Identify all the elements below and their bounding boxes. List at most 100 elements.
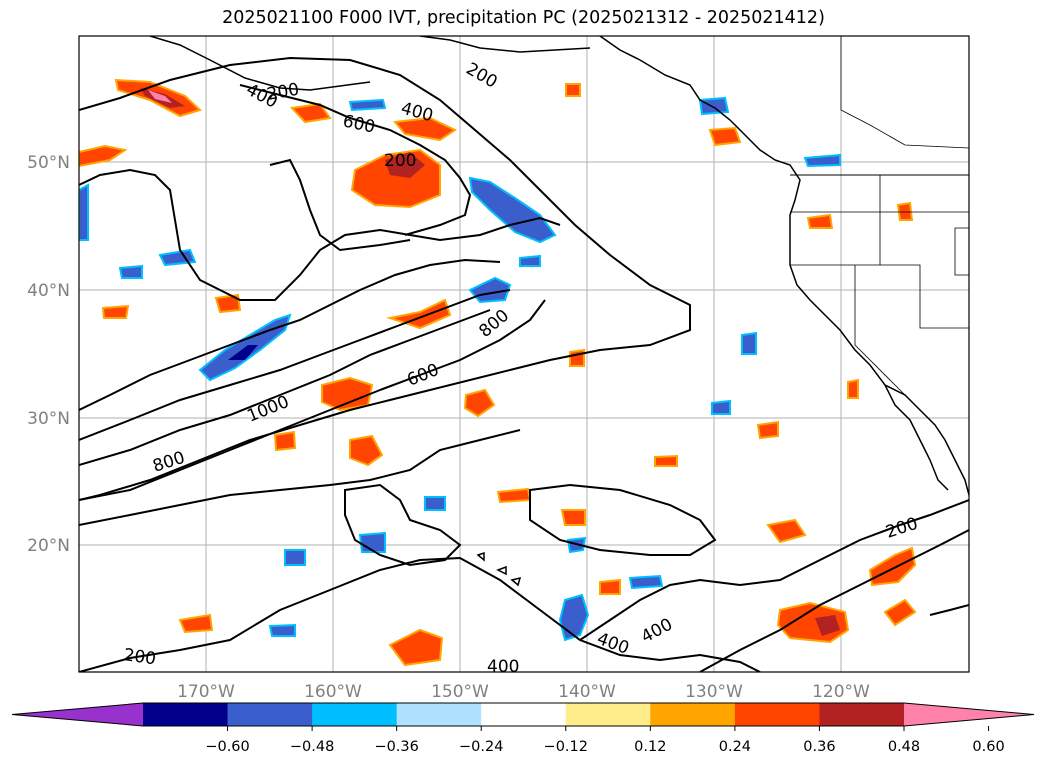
precip-blob xyxy=(284,549,306,566)
ivt-contour-label: 200 xyxy=(384,151,416,171)
lon-label: 160°W xyxy=(304,682,362,702)
ivt-contour xyxy=(929,604,969,616)
lon-label: 140°W xyxy=(558,682,616,702)
ivt-contour xyxy=(239,84,472,236)
baja-california xyxy=(884,384,949,491)
precip-blob xyxy=(385,152,425,178)
colorbar-segment xyxy=(312,703,398,726)
colorbar-segment xyxy=(565,703,651,726)
coastlines xyxy=(149,36,969,587)
ivt-contour xyxy=(79,289,511,441)
colorbar-tick-labels: −0.60 −0.48 −0.36 −0.24 −0.12 0.12 0.24 0.36 0.4… xyxy=(205,739,1004,755)
colorbar-tick-label: −0.60 xyxy=(205,739,249,755)
colorbar-segment xyxy=(650,703,736,726)
colorbar-tick-label: 0.12 xyxy=(634,739,666,755)
ivt-contour xyxy=(79,56,691,501)
precip-blob xyxy=(698,96,730,116)
precip-blob xyxy=(468,176,557,244)
precip-blob xyxy=(348,98,387,112)
lat-label: 40°N xyxy=(27,281,70,301)
ivt-contour xyxy=(269,158,411,252)
colorbar-tick-label: −0.48 xyxy=(290,739,334,755)
colorbar-extend-min xyxy=(12,703,143,726)
ivt-contour xyxy=(344,483,462,567)
precip-blob xyxy=(321,376,374,412)
precip-blob xyxy=(766,518,807,544)
us-state-line xyxy=(954,227,969,276)
precip-blob xyxy=(560,509,586,526)
precip-blob xyxy=(806,213,834,229)
lat-labels: 50°N 40°N 30°N 20°N xyxy=(27,153,70,556)
precip-blob xyxy=(358,531,386,553)
precip-blob xyxy=(847,378,859,399)
ivt-contour-label: 200 xyxy=(122,645,157,669)
ivt-contour xyxy=(79,299,546,501)
ivt-contour xyxy=(529,483,717,556)
colorbar-tick-label: 0.60 xyxy=(972,739,1004,755)
map-panel: 200 400 600 800 1000 600 800 200 400 400… xyxy=(78,35,970,677)
precip-blob xyxy=(463,388,496,418)
us-state-line xyxy=(790,211,881,266)
precip-blob xyxy=(424,496,446,511)
precip-blob xyxy=(708,126,742,147)
precip-blob xyxy=(654,454,678,467)
precip-blob xyxy=(599,578,621,595)
lon-label: 150°W xyxy=(431,682,489,702)
precip-blob xyxy=(711,399,731,415)
ivt-contour-label: 400 xyxy=(487,657,519,677)
map-title: 2025021100 F000 IVT, precipitation PC (2… xyxy=(222,8,825,28)
us-state-line xyxy=(879,175,969,213)
ivt-contours xyxy=(79,56,969,672)
precip-blob xyxy=(148,90,172,103)
precip-blob xyxy=(178,613,214,634)
precip-blob xyxy=(756,420,779,440)
colorbar-segment xyxy=(734,703,820,726)
lat-label: 30°N xyxy=(27,409,70,429)
precip-blob xyxy=(118,264,143,279)
precip-blob xyxy=(268,623,296,637)
colorbar-tick-label: −0.12 xyxy=(544,739,588,755)
us-state-line xyxy=(854,265,906,396)
ivt-contour xyxy=(79,258,501,411)
precip-blob xyxy=(569,348,585,367)
precip-blob xyxy=(393,116,458,142)
colorbar-outline xyxy=(11,702,1035,727)
ivt-contour xyxy=(79,429,521,526)
lat-label: 50°N xyxy=(27,153,70,173)
precip-blob xyxy=(101,304,130,319)
colorbar-segment xyxy=(227,703,313,726)
precip-blob xyxy=(289,102,332,124)
lon-label: 120°W xyxy=(812,682,870,702)
map-background xyxy=(79,36,969,672)
colorbar-segment xyxy=(143,703,229,726)
aleutian-coast xyxy=(149,36,371,91)
ivt-contour xyxy=(579,499,969,641)
colorbar-segment xyxy=(396,703,482,726)
colorbar-segment xyxy=(819,703,905,726)
ivt-contour xyxy=(79,168,561,301)
ivt-contour xyxy=(79,556,761,672)
lon-label: 130°W xyxy=(685,682,743,702)
lat-label: 20°N xyxy=(27,536,70,556)
precip-blob xyxy=(558,593,590,642)
lon-label: 170°W xyxy=(177,682,235,702)
alaska-canada-border xyxy=(840,36,969,149)
colorbar-extend-max xyxy=(904,703,1034,726)
precip-blob xyxy=(388,628,444,667)
colorbar-tick-label: −0.24 xyxy=(459,739,503,755)
colorbar-tick-label: 0.24 xyxy=(719,739,751,755)
alaska-coast xyxy=(419,36,591,53)
precip-blob xyxy=(273,430,297,452)
precip-positive-regions xyxy=(79,78,917,667)
north-america-coast xyxy=(599,36,969,496)
colorbar-tick-label: 0.48 xyxy=(888,739,920,755)
colorbar-segment xyxy=(481,703,567,726)
precip-blob xyxy=(79,183,89,241)
precip-blob xyxy=(79,144,128,168)
hawaii-islands xyxy=(476,551,522,587)
precip-blob xyxy=(803,153,841,168)
lon-labels: 170°W 160°W 150°W 140°W 130°W 120°W xyxy=(177,682,870,702)
us-state-line xyxy=(880,264,969,329)
precip-blob xyxy=(883,598,917,627)
